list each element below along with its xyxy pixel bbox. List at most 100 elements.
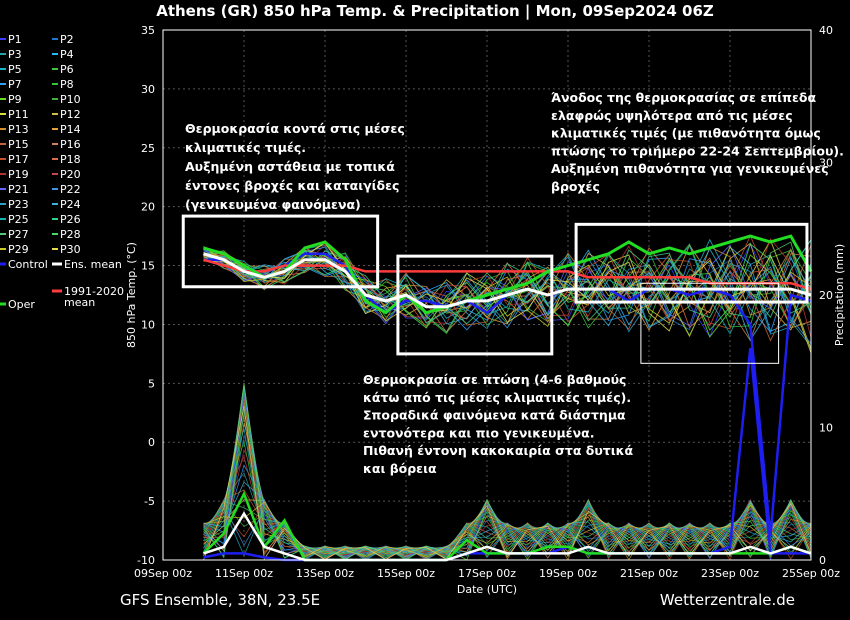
legend-label-P12: P12 <box>60 108 81 121</box>
legend-label-P1: P1 <box>8 33 22 46</box>
y2-axis-label: Precipitation (mm) <box>833 244 846 346</box>
x-tick-label: 11Sep 00z <box>215 567 273 580</box>
member-line-29 <box>203 245 812 338</box>
annotation-line: και βόρεια <box>363 461 437 476</box>
y2-tick-label: 40 <box>819 24 833 37</box>
annotation-line: Αυξημένη πιθανότητα για γενικευμένες <box>551 161 829 176</box>
annotation-line: κάτω από τις μέσες κλιματικές τιμές). <box>363 390 631 405</box>
legend-label-P7: P7 <box>8 78 22 91</box>
member-line-19 <box>203 238 812 338</box>
annotation-line: (γενικευμένα φαινόμενα) <box>185 197 361 212</box>
legend-label-P19: P19 <box>8 168 29 181</box>
annotation-period-2: Θερμοκρασία σε πτώση (4-6 βαθμούς κάτω απ… <box>363 372 634 476</box>
legend-label-P16: P16 <box>60 138 81 151</box>
x-tick-label: 25Sep 00z <box>782 567 840 580</box>
legend-label-P3: P3 <box>8 48 22 61</box>
legend-label-P24: P24 <box>60 198 81 211</box>
legend-label-P22: P22 <box>60 183 81 196</box>
annotation-line: Αυξημένη αστάθεια με τοπικά <box>185 159 395 174</box>
x-tick-label: 13Sep 00z <box>296 567 354 580</box>
annotation-line: πτώσης το τριήμερο 22-24 Σεπτεμβρίου). <box>551 143 844 158</box>
legend-label-P2: P2 <box>60 33 74 46</box>
member-line-30 <box>203 242 812 354</box>
highlight-box-period-1 <box>181 214 380 289</box>
member-precip-line-24 <box>203 481 812 555</box>
annotation-line: κλιματικές τιμές. <box>185 140 306 155</box>
highlight-boxes <box>181 214 809 364</box>
legend-label-oper: Oper <box>8 298 35 311</box>
member-precip-line-28 <box>203 383 812 555</box>
annotation-line: Πιθανή έντονη κακοκαιρία στα δυτικά <box>363 443 634 458</box>
y-tick-label: 25 <box>141 142 155 155</box>
legend-label-P21: P21 <box>8 183 29 196</box>
annotation-line: Σποραδικά φαινόμενα κατά διάστημα <box>363 408 626 423</box>
chart-title: Athens (GR) 850 hPa Temp. & Precipitatio… <box>156 2 714 21</box>
legend-label-P9: P9 <box>8 93 22 106</box>
legend-label-P20: P20 <box>60 168 81 181</box>
x-tick-label: 09Sep 00z <box>134 567 192 580</box>
highlight-box-period-3 <box>574 222 809 304</box>
legend-label-P6: P6 <box>60 63 74 76</box>
annotation-line: κλιματικές τιμές (με πιθανότητα όμως <box>551 126 821 141</box>
legend-label-P14: P14 <box>60 123 81 136</box>
annotation-period-1: Θερμοκρασία κοντά στις μέσες κλιματικές τ… <box>185 121 405 212</box>
y-tick-label: 20 <box>141 201 155 214</box>
annotation-line: εντονότερα και πιο γενικευμένα. <box>363 425 595 440</box>
legend-label-P13: P13 <box>8 123 29 136</box>
legend-label-P15: P15 <box>8 138 29 151</box>
legend-label-P8: P8 <box>60 78 74 91</box>
member-precip-line-29 <box>203 501 812 558</box>
member-line-25 <box>203 244 812 335</box>
legend-label-P25: P25 <box>8 213 29 226</box>
y-tick-label: 5 <box>148 377 155 390</box>
y-tick-label: 15 <box>141 260 155 273</box>
y-tick-labels: -10 -5 0 5 10 15 20 25 30 35 <box>137 24 155 567</box>
legend-label-P10: P10 <box>60 93 81 106</box>
legend-label-P17: P17 <box>8 153 29 166</box>
y-tick-label: 30 <box>141 83 155 96</box>
annotation-line: Θερμοκρασία σε πτώση (4-6 βαθμούς <box>363 372 626 387</box>
legend-label-P5: P5 <box>8 63 22 76</box>
y2-tick-label: 20 <box>819 289 833 302</box>
x-tick-label: 15Sep 00z <box>377 567 435 580</box>
member-precip-line-21 <box>203 394 812 561</box>
y-tick-label: 0 <box>148 436 155 449</box>
annotation-line: Θερμοκρασία κοντά στις μέσες <box>185 121 405 136</box>
member-line-18 <box>203 246 812 329</box>
member-precip-line-30 <box>203 406 812 561</box>
plot-frame <box>162 29 812 561</box>
legend-label-P30: P30 <box>60 243 81 256</box>
legend-label-P29: P29 <box>8 243 29 256</box>
legend-label-climate-line1: 1991-2020 <box>64 285 124 298</box>
legend-label-P18: P18 <box>60 153 81 166</box>
x-tick-label: 23Sep 00z <box>701 567 759 580</box>
y2-tick-label: 30 <box>819 157 833 170</box>
highlight-box-period-2 <box>396 254 554 356</box>
y-tick-label: 35 <box>141 24 155 37</box>
y2-tick-label: 0 <box>819 554 826 567</box>
member-precip-line-20 <box>203 455 812 556</box>
member-precip-line-27 <box>203 499 812 557</box>
member-precip-line-25 <box>203 428 812 559</box>
footer-source: Wetterzentrale.de <box>660 591 795 609</box>
highlight-box-thin <box>640 282 780 364</box>
annotation-line: Άνοδος της θερμοκρασίας σε επίπεδα <box>551 90 816 105</box>
ens-mean-line <box>203 252 812 309</box>
legend-label-P27: P27 <box>8 228 29 241</box>
x-tick-label: 21Sep 00z <box>620 567 678 580</box>
legend-label-P23: P23 <box>8 198 29 211</box>
annotation-line: έντονες βροχές και καταιγίδες <box>185 178 399 193</box>
legend-label-climate-line2: mean <box>64 296 95 309</box>
annotation-line: ελαφρώς υψηλότερα από τις μέσες <box>551 108 793 123</box>
x-tick-label: 19Sep 00z <box>539 567 597 580</box>
y2-tick-label: 10 <box>819 422 833 435</box>
y2-tick-labels: 0 10 20 30 40 <box>819 24 833 567</box>
oper-line <box>203 234 813 315</box>
legend-label-P11: P11 <box>8 108 29 121</box>
legend-label-P28: P28 <box>60 228 81 241</box>
y-tick-label: -5 <box>144 495 155 508</box>
legend-label-P4: P4 <box>60 48 74 61</box>
y-tick-label: 10 <box>141 318 155 331</box>
x-axis-label: Date (UTC) <box>457 583 517 596</box>
member-line-27 <box>203 241 812 333</box>
